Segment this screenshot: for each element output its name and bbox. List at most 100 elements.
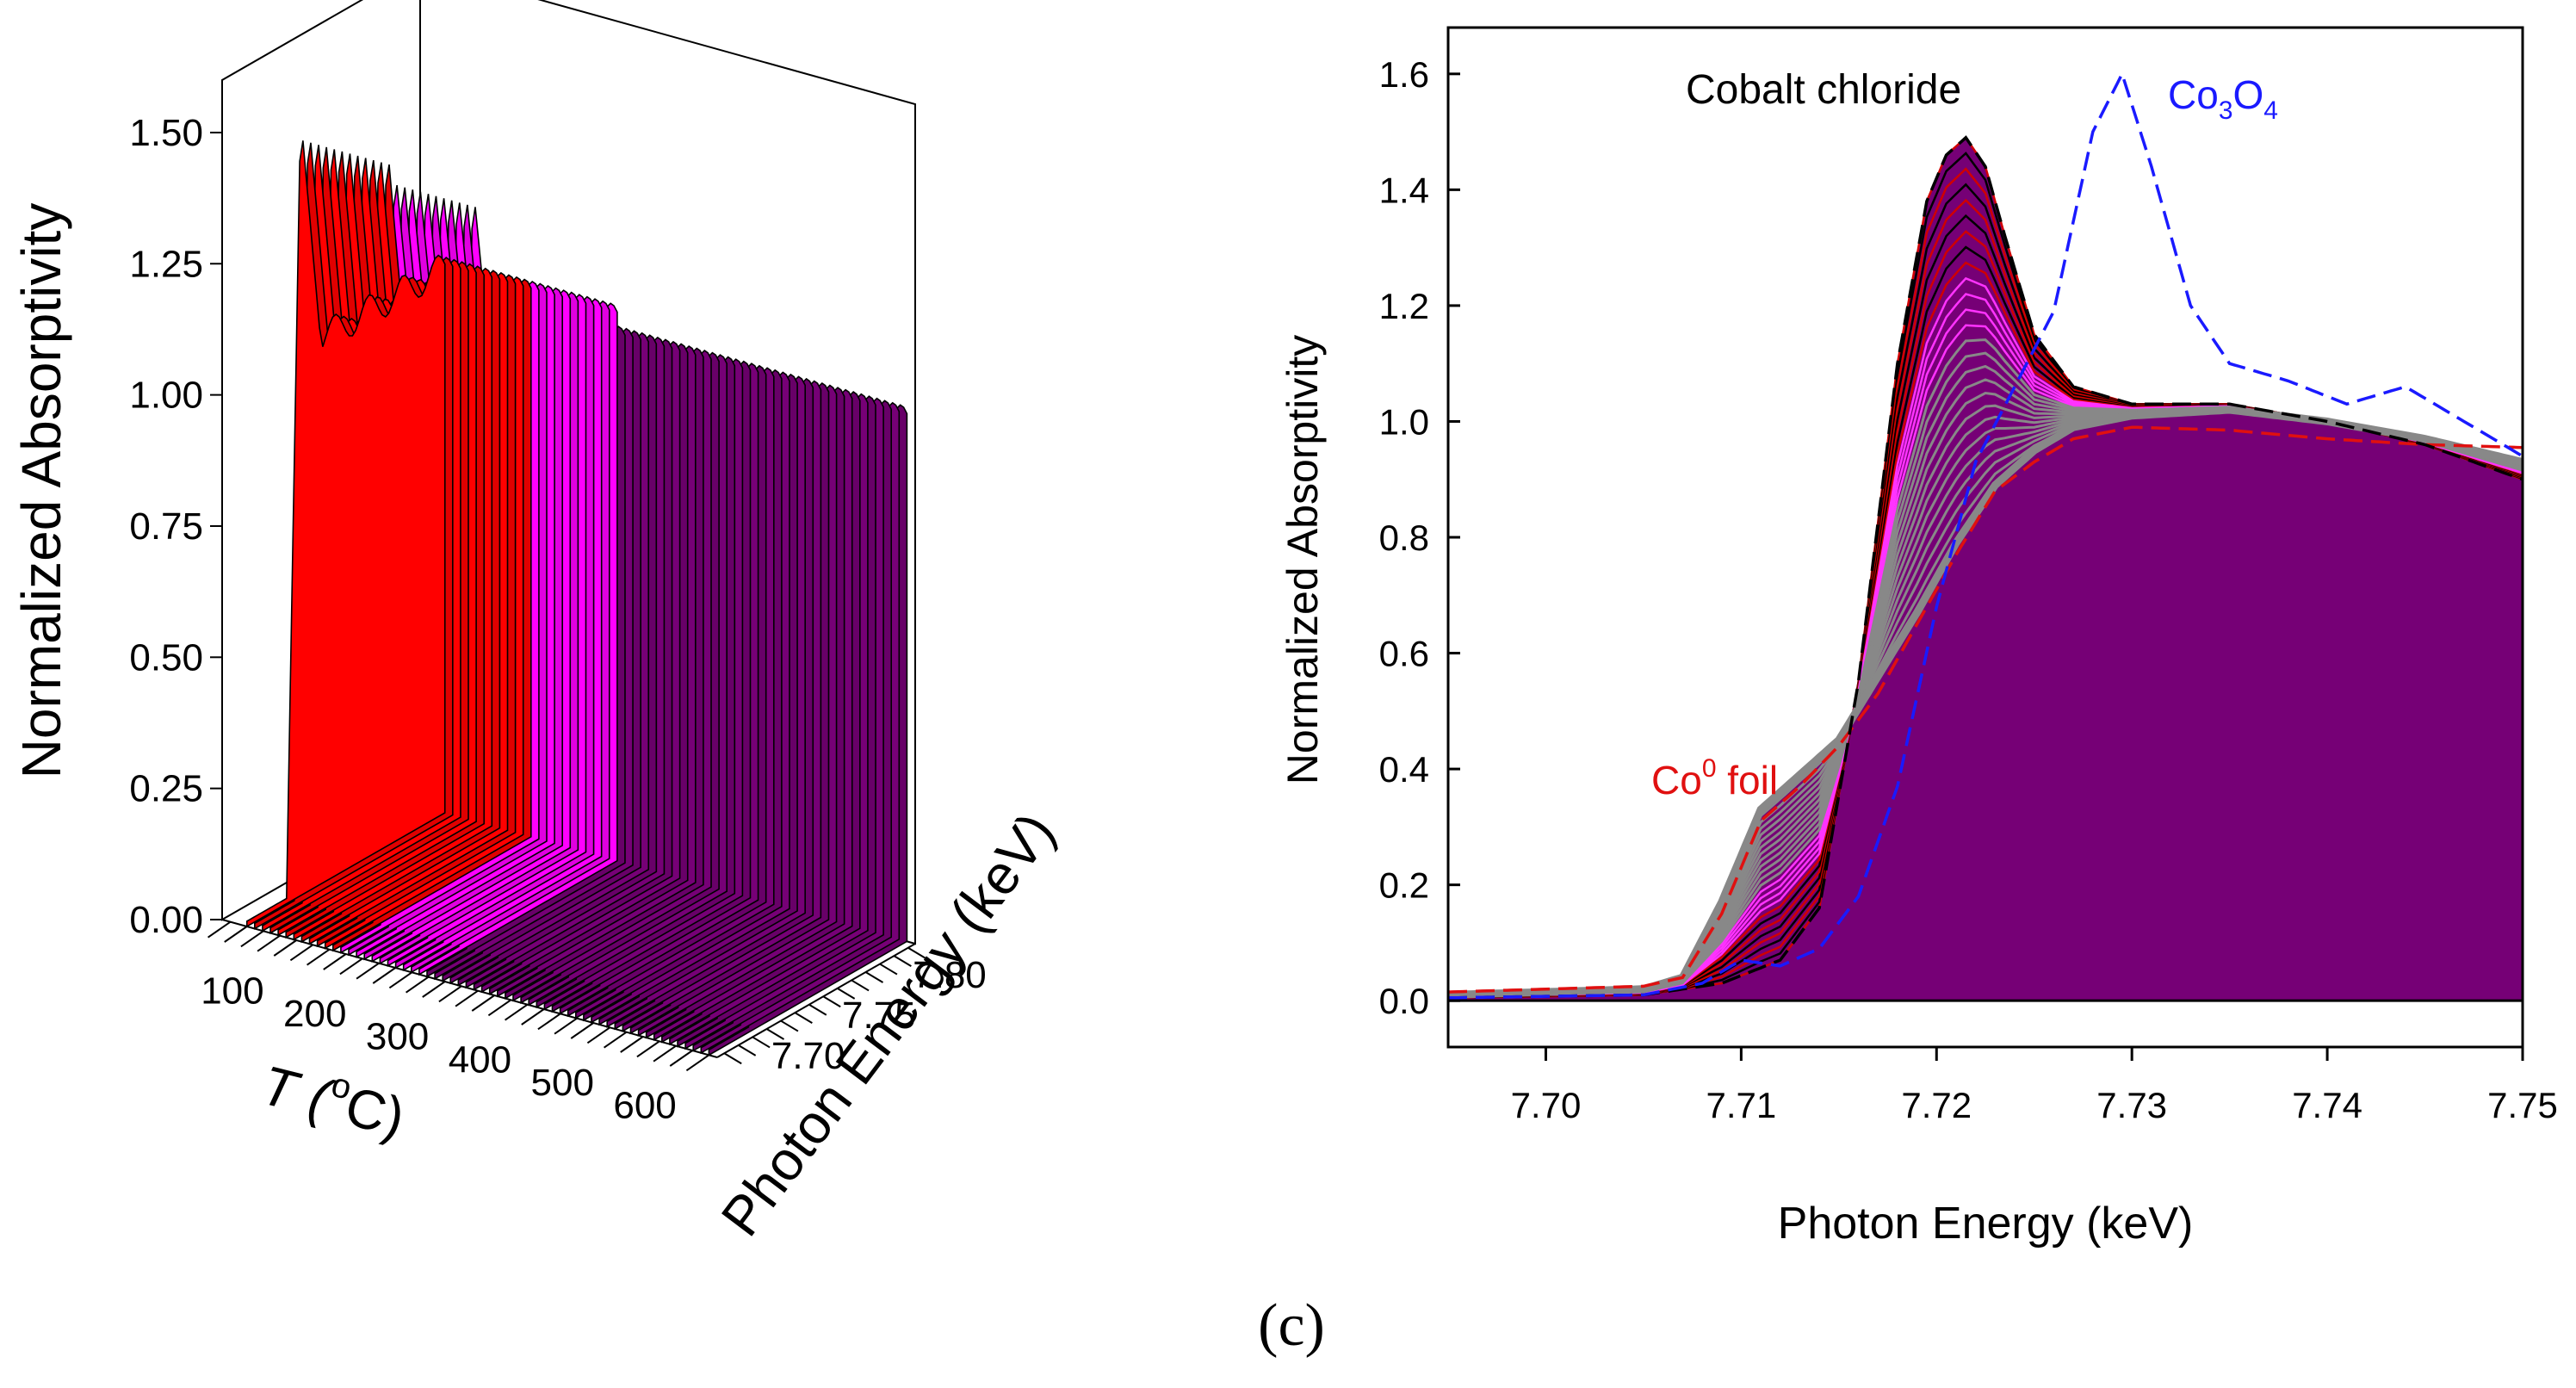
annotation-co3o4: Co3O4 bbox=[2168, 72, 2278, 125]
energy-tick-mark bbox=[879, 963, 898, 976]
waterfall-temperature-axis-title: T (oC) bbox=[256, 1050, 412, 1149]
temperature-tick-mark bbox=[685, 1054, 709, 1072]
xanes-y-ticks: 0.0 0.2 0.4 0.6 0.8 1.0 1.2 1.4 1.6 bbox=[1379, 54, 1460, 1021]
co3o4-symbol-co: Co bbox=[2168, 72, 2219, 117]
waterfall-temperature-ticks: 100 200 300 400 500 600 bbox=[201, 920, 709, 1127]
temperature-tick-mark bbox=[406, 976, 430, 994]
co3o4-subscript-4: 4 bbox=[2263, 96, 2278, 125]
temperature-tick-mark bbox=[438, 985, 462, 1003]
x-tick-label: 7.74 bbox=[2292, 1085, 2362, 1125]
energy-tick-mark bbox=[794, 1012, 813, 1025]
x-tick-label: 7.70 bbox=[1511, 1085, 1582, 1125]
temperature-tick-mark bbox=[521, 1008, 545, 1026]
energy-tick-mark bbox=[723, 1052, 742, 1065]
waterfall-slice-red bbox=[245, 140, 446, 928]
temperature-tick-label: 600 bbox=[613, 1085, 676, 1127]
xanes-plot-area bbox=[1448, 70, 2523, 1002]
temperature-tick-label: 200 bbox=[283, 993, 346, 1035]
xanes-x-axis-title: Photon Energy (keV) bbox=[1778, 1199, 2194, 1249]
temperature-tick-mark bbox=[240, 930, 264, 948]
temperature-tick-mark bbox=[273, 939, 297, 957]
temperature-tick-mark bbox=[586, 1026, 610, 1044]
temperature-tick-mark bbox=[422, 981, 446, 998]
temperature-tick-label: 300 bbox=[366, 1016, 429, 1058]
energy-tick-mark bbox=[851, 979, 870, 992]
temperature-tick-mark bbox=[570, 1022, 594, 1039]
temperature-tick-mark bbox=[339, 957, 363, 976]
waterfall-slices bbox=[245, 140, 908, 1056]
energy-tick-mark bbox=[907, 946, 926, 959]
waterfall-z-axis-title: Normalized Absorptivity bbox=[10, 203, 72, 779]
energy-tick-mark bbox=[837, 987, 856, 1000]
foil-suffix: foil bbox=[1717, 758, 1779, 802]
temperature-tick-mark bbox=[455, 989, 479, 1007]
y-tick-label: 0.6 bbox=[1379, 634, 1429, 674]
temperature-tick-label: 500 bbox=[531, 1062, 594, 1104]
x-tick-label: 7.73 bbox=[2096, 1085, 2167, 1125]
temperature-tick-mark bbox=[471, 995, 495, 1012]
y-tick-label: 0.8 bbox=[1379, 517, 1429, 558]
co3o4-subscript-3: 3 bbox=[2219, 96, 2233, 125]
y-tick-label: 0.0 bbox=[1379, 981, 1429, 1021]
energy-tick-label: 7.70 bbox=[771, 1035, 845, 1077]
energy-tick-mark bbox=[864, 971, 884, 983]
temperature-tick-mark bbox=[669, 1050, 693, 1067]
z-tick-label: 0.25 bbox=[129, 768, 203, 810]
waterfall-axes bbox=[221, 80, 916, 1058]
temperature-axis-symbol: T ( bbox=[256, 1054, 341, 1131]
energy-tick-mark bbox=[738, 1044, 757, 1056]
xanes-y-axis-title: Normalized Absorptivity bbox=[1279, 335, 1327, 784]
x-tick-label: 7.75 bbox=[2487, 1085, 2558, 1125]
temperature-tick-mark bbox=[224, 926, 248, 943]
co-metal-filled-area bbox=[1448, 137, 2523, 1001]
xanes-2d-chart: 0.0 0.2 0.4 0.6 0.8 1.0 1.2 1.4 1.6 7.70 7.71 7.72… bbox=[1279, 26, 2558, 1249]
temperature-tick-label: 400 bbox=[449, 1038, 511, 1081]
foil-symbol-co: Co bbox=[1651, 758, 1702, 802]
temperature-tick-mark bbox=[537, 1013, 561, 1031]
energy-tick-mark bbox=[808, 1003, 827, 1016]
temperature-tick-mark bbox=[356, 962, 380, 980]
z-tick-label: 0.75 bbox=[129, 505, 203, 548]
energy-tick-label: 7.75 bbox=[842, 995, 916, 1037]
y-tick-label: 1.6 bbox=[1379, 54, 1429, 95]
waterfall-z-ticks: 0.00 0.25 0.50 0.75 1.00 1.25 1.50 bbox=[129, 112, 222, 941]
x-tick-label: 7.71 bbox=[1706, 1085, 1776, 1125]
z-tick-label: 1.00 bbox=[129, 375, 203, 417]
energy-tick-mark bbox=[822, 995, 841, 1008]
temperature-tick-mark bbox=[323, 953, 347, 970]
energy-tick-mark bbox=[765, 1028, 785, 1040]
temperature-tick-mark bbox=[604, 1031, 628, 1049]
temperature-tick-mark bbox=[653, 1044, 677, 1063]
temperature-tick-mark bbox=[307, 948, 331, 966]
y-tick-label: 1.0 bbox=[1379, 401, 1429, 442]
z-tick-label: 1.50 bbox=[129, 112, 203, 154]
energy-tick-label: 7.80 bbox=[913, 954, 987, 996]
temperature-tick-mark bbox=[487, 999, 511, 1017]
temperature-tick-mark bbox=[207, 920, 232, 939]
co3o4-symbol-o: O bbox=[2233, 72, 2264, 117]
waterfall-3d-chart: 0.00 0.25 0.50 0.75 1.00 1.25 1.50 100 200 300 40… bbox=[10, 0, 1067, 1247]
temperature-axis-line bbox=[221, 919, 718, 1058]
temperature-tick-mark bbox=[620, 1036, 644, 1053]
energy-tick-mark bbox=[780, 1019, 799, 1032]
y-tick-label: 1.4 bbox=[1379, 170, 1429, 210]
temperature-tick-mark bbox=[505, 1003, 529, 1021]
y-tick-label: 0.4 bbox=[1379, 749, 1429, 790]
waterfall-energy-ticks: 7.707.757.80 bbox=[723, 946, 987, 1077]
co-foil-line bbox=[1448, 425, 2523, 994]
z-tick-label: 1.25 bbox=[129, 243, 203, 285]
temperature-tick-mark bbox=[636, 1040, 660, 1058]
temperature-tick-mark bbox=[388, 971, 412, 989]
energy-tick-mark bbox=[893, 955, 912, 968]
annotation-co-foil: Co0 foil bbox=[1651, 754, 1778, 802]
energy-axis-line bbox=[716, 943, 916, 1058]
y-tick-label: 0.2 bbox=[1379, 865, 1429, 906]
temperature-tick-mark bbox=[554, 1017, 578, 1035]
temperature-tick-label: 100 bbox=[201, 970, 263, 1012]
y-tick-label: 1.2 bbox=[1379, 286, 1429, 326]
z-tick-label: 0.50 bbox=[129, 636, 203, 679]
z-tick-label: 0.00 bbox=[129, 899, 203, 941]
energy-tick-mark bbox=[752, 1036, 771, 1049]
temperature-tick-mark bbox=[257, 934, 281, 952]
